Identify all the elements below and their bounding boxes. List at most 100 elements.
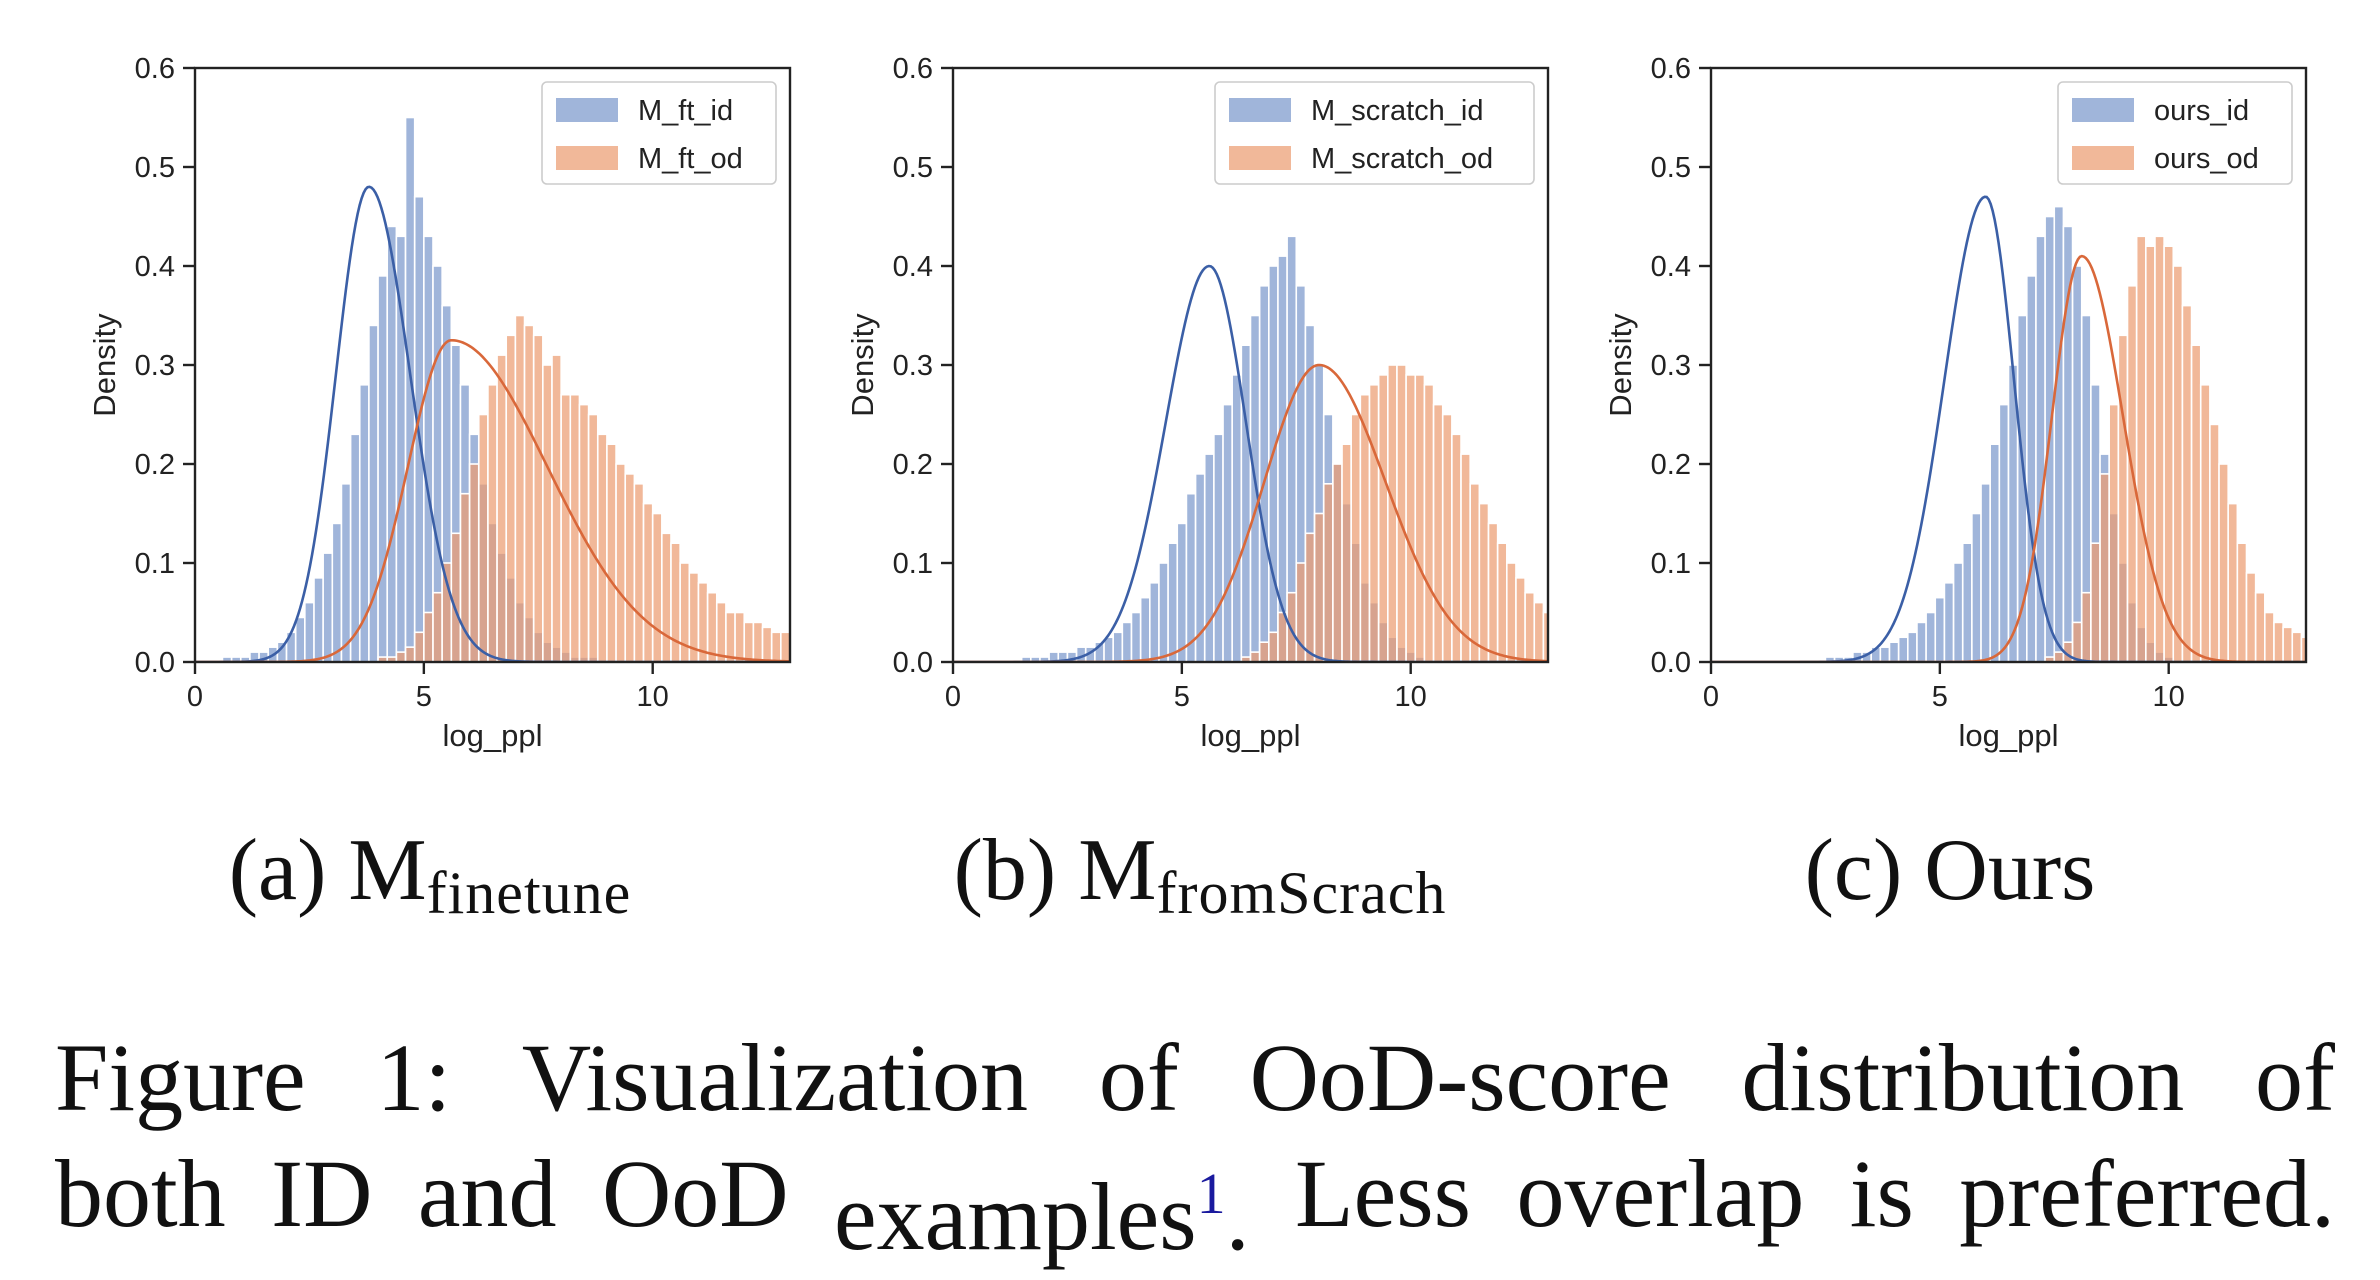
y-tick-label: 0.3	[893, 350, 933, 382]
legend-swatch	[1229, 146, 1291, 170]
histogram-bar	[743, 621, 755, 662]
histogram-bar	[1562, 622, 1571, 662]
histogram-bar	[1998, 403, 2010, 662]
histogram-bar	[2026, 275, 2037, 662]
legend-swatch	[2072, 146, 2134, 170]
histogram-bar	[1469, 482, 1481, 662]
histogram-bar	[1149, 581, 1160, 662]
histogram-bar	[1487, 522, 1499, 662]
caption-word: both	[55, 1140, 226, 1247]
histogram-bar	[2236, 542, 2248, 662]
y-tick-label: 0.6	[893, 53, 933, 85]
caption-word: of	[2255, 1024, 2335, 1131]
histogram-bar	[2080, 591, 2092, 662]
histogram-bar	[1515, 577, 1526, 662]
histogram-bar	[2117, 334, 2129, 662]
y-axis-label: Density	[87, 313, 122, 417]
histogram-bar	[2273, 621, 2284, 662]
histogram-bar	[2282, 626, 2294, 662]
histogram-bar	[1158, 562, 1169, 662]
x-axis-label: log_ppl	[1201, 718, 1301, 753]
histogram-bar	[752, 621, 764, 662]
histogram-bar	[587, 413, 599, 662]
histogram-bar	[2300, 636, 2306, 662]
y-tick-label: 0.4	[1651, 251, 1691, 283]
legend-label: M_scratch_id	[1311, 95, 1483, 127]
histogram-bar	[2108, 403, 2120, 662]
caption-word: of	[1098, 1024, 1179, 1131]
x-tick-label: 10	[637, 681, 669, 713]
histogram-bar	[2154, 235, 2165, 662]
histogram-bar	[477, 413, 489, 662]
chart-panel-fromscratch: 0.0 0.1 0.2 0.3 0.4 0.5 0.6 0 5 10 log_ppl Density M…	[818, 0, 1578, 800]
subcaption-b: (b) MfromScrach	[870, 820, 1530, 930]
legend-label: ours_id	[2154, 95, 2249, 127]
histogram-bar	[1478, 502, 1490, 662]
histogram-bar	[715, 601, 727, 662]
caption-word: OoD	[601, 1140, 789, 1247]
histogram-bar	[2190, 344, 2202, 662]
subcaption-c: (c) Ours	[1700, 820, 2200, 930]
histogram-bar	[1414, 374, 1426, 662]
histogram-bar	[404, 646, 416, 662]
histogram-bar	[1553, 617, 1562, 662]
caption-word: is	[1849, 1140, 1914, 1247]
y-tick-label: 0.2	[135, 449, 175, 481]
y-tick-label: 0.3	[135, 350, 175, 382]
chart-svg-finetune: 0.0 0.1 0.2 0.3 0.4 0.5 0.6 0 5 10 log_ppl Density M…	[87, 53, 792, 753]
kde-line-M_scratch_od	[953, 363, 1548, 662]
caption-word: .	[1225, 1163, 1250, 1270]
caption-word: preferred.	[1959, 1140, 2335, 1247]
histogram-bar	[487, 383, 498, 662]
chart-svg-ours: 0.0 0.1 0.2 0.3 0.4 0.5 0.6 0 5 10 log_ppl Density o…	[1603, 53, 2336, 753]
x-tick-label: 5	[1174, 681, 1190, 713]
caption-word: 1:	[376, 1024, 452, 1131]
subcaption-a-subscript: finetune	[426, 860, 632, 926]
histogram-bar	[2053, 651, 2065, 662]
caption-line-2: both ID and OoD examples1. Less overlap …	[55, 1136, 2335, 1275]
histogram-bar	[1368, 383, 1380, 662]
histogram-bar	[2227, 502, 2239, 662]
histogram-bar	[670, 542, 681, 662]
histogram-bar	[1888, 641, 1900, 662]
footnote-link[interactable]: 1	[1196, 1161, 1226, 1226]
histogram-bar	[2329, 652, 2336, 662]
histogram-bar	[624, 473, 636, 662]
histogram-bar	[1176, 522, 1188, 662]
histogram-bar	[596, 433, 608, 662]
histogram-bar	[1943, 581, 1955, 662]
caption-word: Less	[1295, 1140, 1471, 1247]
histogram-bar	[1377, 374, 1389, 662]
histogram-bar	[304, 601, 315, 662]
y-tick-label: 0.5	[893, 152, 933, 184]
histogram-bar	[1405, 374, 1417, 662]
chart-svg-fromScratch: 0.0 0.1 0.2 0.3 0.4 0.5 0.6 0 5 10 log_ppl Density M…	[845, 53, 1571, 753]
histogram-bar	[661, 532, 672, 662]
x-tick-label: 0	[1703, 681, 1719, 713]
histogram-bar	[1533, 601, 1545, 662]
plot-area	[195, 116, 790, 662]
x-axis-label: log_ppl	[443, 718, 543, 753]
legend-swatch	[556, 146, 618, 170]
y-tick-label: 0.3	[1651, 350, 1691, 382]
histogram-bar	[1879, 646, 1891, 662]
bars-M_scratch_od	[1240, 364, 1571, 662]
histogram-bar	[780, 631, 790, 662]
legend: ours_id ours_od	[2057, 81, 2293, 185]
histogram-bar	[2254, 591, 2266, 662]
histogram-bar	[468, 463, 480, 662]
histogram-bar	[1907, 631, 1918, 662]
histogram-bar	[1167, 542, 1179, 662]
histogram-bar	[734, 611, 746, 662]
histogram-bar	[294, 616, 306, 662]
histogram-bar	[761, 626, 773, 662]
chart-panel-ours: 0.0 0.1 0.2 0.3 0.4 0.5 0.6 0 5 10 log_ppl Density o…	[1576, 0, 2336, 800]
histogram-bar	[1222, 403, 1233, 662]
histogram-bar	[1332, 463, 1343, 662]
histogram-bar	[2199, 383, 2211, 662]
caption-word: Figure	[55, 1024, 306, 1131]
y-tick-label: 0.0	[1651, 647, 1691, 679]
subcaption-a: (a) Mfinetune	[150, 820, 710, 930]
legend-label: M_ft_od	[638, 143, 743, 175]
